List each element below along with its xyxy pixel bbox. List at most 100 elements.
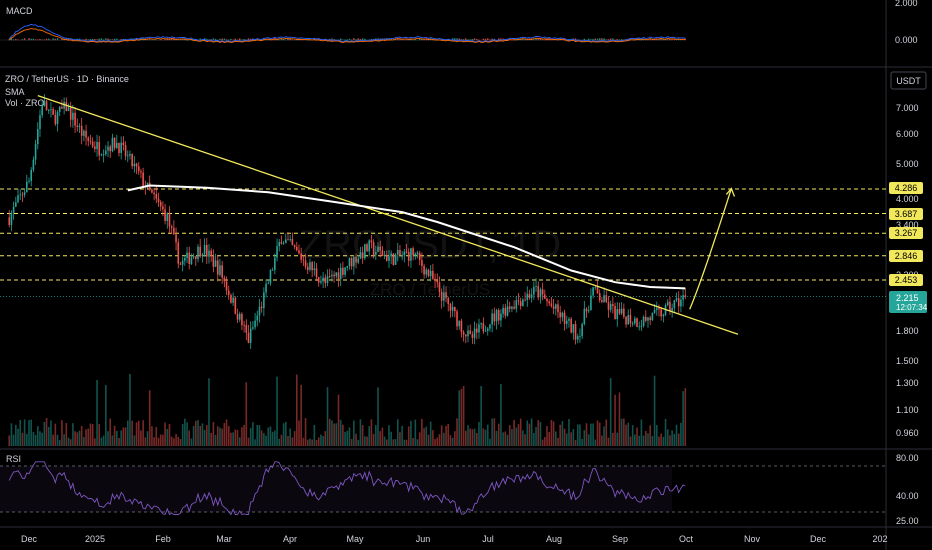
candle-body (36, 129, 39, 145)
volume-bar (607, 437, 610, 446)
volume-bar (353, 420, 355, 446)
macd-histogram-bar (118, 39, 120, 41)
volume-bar (166, 428, 169, 446)
macd-histogram-bar (85, 38, 87, 41)
sma-indicator-label[interactable]: SMA (5, 87, 25, 97)
volume-bar (436, 437, 439, 446)
macd-histogram-bar (52, 38, 54, 41)
candle-body (447, 298, 450, 305)
candle-body (465, 334, 467, 337)
volume-bar (227, 426, 230, 446)
macd-histogram-bar (614, 39, 616, 41)
candle-body (467, 330, 469, 337)
candle-body (135, 163, 138, 167)
macd-histogram-bar (451, 38, 454, 41)
volume-bar (10, 423, 13, 446)
candle-body (548, 301, 551, 304)
candle-body (58, 106, 61, 112)
rsi-axis-25: 25.00 (896, 516, 919, 526)
candle-body (50, 109, 52, 111)
current-price-tag (889, 291, 927, 313)
candle-body (324, 277, 327, 283)
macd-histogram-bar (91, 38, 94, 41)
macd-axis-label-top: 2.000 (895, 0, 918, 8)
name-watermark: ZRO / TetherUS (370, 280, 491, 299)
macd-axis-label-zero: 0.000 (895, 35, 918, 45)
volume-bar (666, 429, 669, 446)
volume-bar (129, 373, 131, 446)
price-tick-1100: 1.100 (896, 405, 919, 415)
candle-body (460, 320, 463, 333)
macd-histogram-bar (447, 39, 449, 41)
macd-histogram-bar (350, 39, 353, 41)
candle-body (23, 192, 26, 196)
volume-bar (585, 423, 588, 446)
volume-bar (399, 432, 401, 446)
volume-bar (416, 439, 419, 446)
macd-histogram-bar (381, 38, 384, 41)
candle-body (644, 316, 647, 321)
volume-bar (151, 426, 153, 446)
volume-bar (96, 380, 98, 446)
candle-body (552, 306, 555, 309)
volume-indicator-label[interactable]: Vol · ZRO (5, 98, 45, 108)
volume-bar (278, 438, 281, 446)
volume-bar (440, 425, 443, 446)
volume-bar (537, 420, 540, 446)
volume-bar (557, 437, 559, 446)
volume-bar (565, 433, 568, 446)
volume-bar (541, 439, 544, 446)
macd-histogram-bar (498, 38, 500, 41)
volume-bar (256, 425, 259, 446)
candle-body (489, 324, 491, 329)
candle-body (609, 304, 612, 310)
volume-bar (662, 436, 665, 446)
candle-body (484, 330, 487, 332)
candle-body (238, 313, 241, 320)
volume-bar (522, 430, 524, 446)
volume-bar (285, 421, 287, 446)
macd-histogram-bar (344, 39, 346, 41)
macd-histogram-bar (113, 38, 116, 41)
candle-body (677, 298, 680, 307)
volume-bar (526, 420, 529, 446)
candle-body (227, 290, 230, 296)
volume-bar (113, 425, 116, 446)
macd-histogram-bar (21, 39, 24, 41)
volume-bar (304, 418, 307, 446)
volume-bar (418, 432, 421, 446)
time-label-apr: Apr (283, 534, 297, 544)
macd-histogram-bar (45, 38, 48, 41)
currency-button[interactable] (890, 71, 927, 90)
macd-histogram-bar (462, 39, 465, 41)
macd-histogram-bar (61, 38, 63, 41)
time-axis[interactable]: Dec 2025 Feb Mar Apr May Jun Jul Aug Sep… (21, 534, 888, 544)
volume-bar (682, 391, 684, 446)
level-tag-4286-text: 4.286 (895, 183, 918, 193)
symbol-title[interactable]: ZRO / TetherUS · 1D · Binance (5, 74, 129, 84)
candle-body (565, 320, 568, 324)
candle-body (425, 269, 428, 275)
macd-histogram-bar (574, 38, 577, 41)
macd-histogram-bar (94, 38, 96, 41)
candle-body (195, 256, 197, 260)
macd-histogram-bar (473, 38, 476, 41)
volume-bar (32, 431, 35, 446)
macd-histogram-bar (239, 38, 241, 41)
candle-body (164, 209, 166, 222)
candle-body (458, 320, 461, 327)
macd-histogram-bar (228, 39, 230, 41)
volume-bar (342, 424, 344, 446)
candle-body (508, 306, 511, 309)
candle-body (377, 246, 379, 252)
macd-histogram-bar (206, 38, 208, 41)
candle-body (159, 201, 162, 207)
candle-body (208, 250, 210, 257)
candle-body (122, 142, 125, 146)
candle-body (364, 244, 366, 259)
macd-histogram-bar (539, 38, 542, 41)
volume-bar (267, 427, 270, 446)
candle-body (390, 253, 392, 257)
volume-bar (638, 435, 641, 446)
